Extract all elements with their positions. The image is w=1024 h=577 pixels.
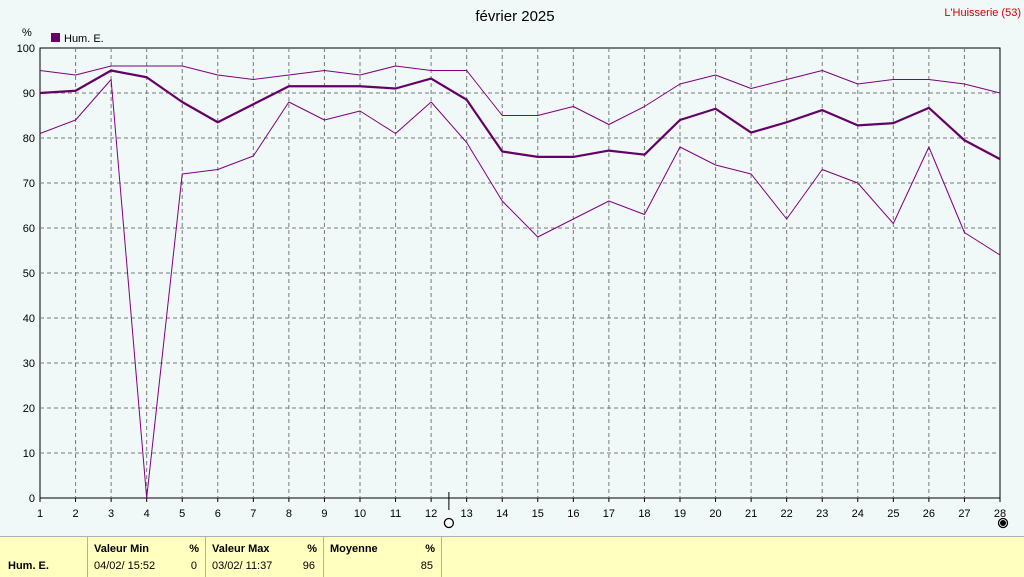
row-label: Hum. E. — [8, 560, 49, 572]
x-tick-label: 22 — [781, 508, 793, 520]
x-tick-label: 7 — [250, 508, 256, 520]
avg-header: Moyenne — [330, 543, 378, 555]
series-line-mean — [39, 69, 1001, 161]
x-tick-label: 24 — [852, 508, 864, 520]
humidity-chart: février 2025 L'Huisserie (53) % Hum. E. … — [17, 7, 1021, 529]
x-tick-label: 19 — [674, 508, 686, 520]
series-line-max — [39, 65, 1001, 125]
open-circle-marker — [443, 517, 455, 529]
avg-unit: % — [425, 543, 435, 555]
max-date: 03/02/ 11:37 — [212, 560, 273, 572]
x-tick-label: 4 — [144, 508, 150, 520]
x-tick-label: 10 — [354, 508, 366, 520]
y-tick-label: 80 — [23, 133, 35, 145]
x-tick-label: 17 — [603, 508, 615, 520]
avg-value: 85 — [420, 560, 433, 572]
x-tick-label: 27 — [958, 508, 970, 520]
min-header: Valeur Min — [94, 543, 150, 555]
x-tick-label: 3 — [108, 508, 114, 520]
x-tick-label: 11 — [390, 508, 401, 520]
min-unit: % — [189, 543, 199, 555]
min-cell: Valeur Min % 04/02/ 15:52 0 — [88, 537, 206, 577]
filled-circle-marker-dot — [1000, 520, 1006, 526]
y-tick-label: 50 — [23, 268, 35, 280]
x-tick-label: 23 — [816, 508, 828, 520]
y-tick-label: 100 — [17, 43, 35, 55]
x-tick-label: 28 — [994, 508, 1006, 520]
max-cell: Valeur Max % 03/02/ 11:37 96 — [206, 537, 324, 577]
y-tick-label: 70 — [23, 178, 35, 190]
chart-title: février 2025 — [475, 8, 554, 25]
max-unit: % — [307, 543, 317, 555]
y-tick-label: 30 — [23, 358, 35, 370]
y-tick-label: 40 — [23, 313, 35, 325]
x-tick-label: 12 — [425, 508, 437, 520]
avg-cell: Moyenne % 85 — [324, 537, 442, 577]
max-value: 96 — [302, 560, 315, 572]
x-tick-label: 1 — [37, 508, 43, 520]
legend-label: Hum. E. — [64, 33, 104, 45]
x-tick-label: 13 — [461, 508, 473, 520]
x-tick-label: 20 — [709, 508, 721, 520]
x-tick-label: 15 — [532, 508, 544, 520]
x-tick-label: 26 — [923, 508, 935, 520]
x-tick-label: 25 — [887, 508, 899, 520]
legend-swatch — [51, 33, 60, 42]
y-tick-label: 10 — [23, 448, 35, 460]
station-name: L'Huisserie (53) — [944, 7, 1021, 19]
y-unit-label: % — [22, 27, 32, 39]
summary-table: Hum. E. Valeur Min % 04/02/ 15:52 0 Vale… — [0, 536, 1024, 577]
x-tick-label: 8 — [286, 508, 292, 520]
y-tick-label: 0 — [29, 493, 35, 505]
x-tick-label: 5 — [179, 508, 185, 520]
x-tick-label: 6 — [215, 508, 221, 520]
y-tick-label: 60 — [23, 223, 35, 235]
x-tick-label: 14 — [496, 508, 508, 520]
y-tick-label: 90 — [23, 88, 35, 100]
x-tick-label: 18 — [638, 508, 650, 520]
series-line-min — [39, 79, 1001, 499]
max-header: Valeur Max — [212, 543, 270, 555]
x-tick-label: 21 — [745, 508, 757, 520]
row-label-cell: Hum. E. — [0, 537, 88, 577]
x-tick-label: 16 — [567, 508, 579, 520]
x-tick-label: 9 — [321, 508, 327, 520]
y-tick-label: 20 — [23, 403, 35, 415]
x-tick-label: 2 — [72, 508, 78, 520]
min-date: 04/02/ 15:52 — [94, 560, 156, 572]
min-value: 0 — [190, 560, 197, 572]
